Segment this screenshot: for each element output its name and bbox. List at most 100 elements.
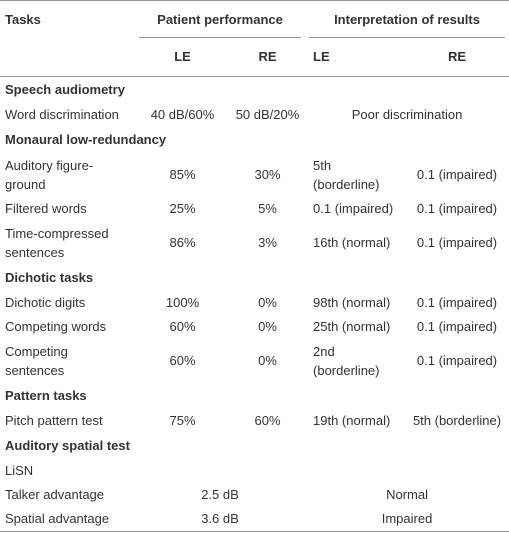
section-row: Speech audiometry [0,76,509,103]
patient-le-cell: 25% [135,197,230,221]
section-row: Pattern tasks [0,383,509,409]
patient-le: 86% [169,235,196,250]
data-row: Auditory figure-ground 85% 30% 5th (borderl… [0,153,509,197]
data-row: Word discrimination 40 dB/60% 50 dB/20% Poo… [0,103,509,127]
subheader-row: LE RE LE RE [0,38,509,76]
interp-le-cell: 19th (normal) [305,409,405,433]
interp-cell: Poor discrimination [305,103,509,127]
interp-re-cell: 5th (borderline) [405,409,509,433]
empty-cell [135,459,305,483]
data-row: Competing sentences 60% 0% 2nd (borderline)… [0,339,509,383]
patient-le: 60% [169,353,196,368]
empty-cell [305,459,509,483]
subheader: RE [258,49,277,65]
patient-cell: 2.5 dB [135,483,305,507]
interp-re-cell: 0.1 (impaired) [405,315,509,339]
data-row: Dichotic digits 100% 0% 98th (normal) 0.1 (i… [0,291,509,315]
task-cell: Competing sentences [0,339,135,383]
header-group: Interpretation of results [305,1,509,38]
patient-re: 5% [258,201,277,216]
task-cell: Time-compressed sentences [0,221,135,265]
header-row: Tasks Patient performance Interpretation… [0,1,509,38]
empty-cell [0,38,135,76]
task-name: Competing words [5,319,107,334]
interp-le: 16th (normal) [313,235,391,250]
task-name: Time-compressed sentences [5,225,109,260]
patient-re-cell: 5% [230,197,305,221]
patient-le: 75% [169,413,196,428]
interp-le-cell: 5th (borderline) [305,153,405,197]
section-title: Speech audiometry [5,82,125,97]
task-name: Filtered words [5,201,87,216]
patient-re-cell: 3% [230,221,305,265]
data-row: Competing words 60% 0% 25th (normal) 0.1 (im… [0,315,509,339]
interp-re-cell: 0.1 (impaired) [405,153,509,197]
interp-re: 0.1 (impaired) [416,353,498,368]
patient-re: 60% [254,413,281,428]
patient-le: 60% [169,319,196,334]
patient-le-cell: 60% [135,315,230,339]
interp-re: 0.1 (impaired) [416,295,498,310]
interp-le-cell: 2nd (borderline) [305,339,405,383]
task-name: LiSN [5,463,34,478]
section-title: Auditory spatial test [5,438,130,453]
patient-le-cell: 40 dB/60% [135,103,230,127]
data-row: Pitch pattern test 75% 60% 19th (normal) 5th… [0,409,509,433]
patient-re-cell: 0% [230,315,305,339]
interp-value: Normal [386,487,428,502]
task-name: Talker advantage [5,487,105,502]
task-name: Pitch pattern test [5,413,103,428]
task-cell: Spatial advantage [0,507,135,532]
patient-re-cell: 60% [230,409,305,433]
patient-re-cell: 0% [230,339,305,383]
interp-re: 0.1 (impaired) [416,235,498,250]
interp-value: Poor discrimination [351,107,463,122]
patient-le-cell: 100% [135,291,230,315]
task-name: Dichotic digits [5,295,86,310]
subheader: RE [447,49,467,65]
interp-cell: Impaired [305,507,509,532]
interp-le: 19th (normal) [313,413,391,428]
patient-le-cell: 75% [135,409,230,433]
task-cell: Word discrimination [0,103,135,127]
interp-re: 5th (borderline) [412,413,502,428]
patient-re: 50 dB/20% [235,107,300,122]
header-tasks: Tasks [5,12,41,27]
data-row: LiSN [0,459,509,483]
subheader: LE [174,49,191,65]
section-title: Dichotic tasks [5,270,94,285]
section-title: Monaural low-redundancy [5,132,167,147]
patient-re: 3% [258,235,277,250]
task-name: Competing sentences [5,343,68,378]
data-row: Time-compressed sentences 86% 3% 16th (norm… [0,221,509,265]
interp-re-cell: 0.1 (impaired) [405,221,509,265]
patient-cell: 3.6 dB [135,507,305,532]
section-title: Pattern tasks [5,388,87,403]
interp-re-cell: 0.1 (impaired) [405,291,509,315]
task-cell: Dichotic digits [0,291,135,315]
task-cell: Pitch pattern test [0,409,135,433]
task-cell: Auditory figure-ground [0,153,135,197]
interp-re-cell: 0.1 (impaired) [405,197,509,221]
interp-re: 0.1 (impaired) [416,201,498,216]
interp-re: 0.1 (impaired) [416,167,498,182]
header-patient: Patient performance [139,10,302,38]
interp-le-cell: 25th (normal) [305,315,405,339]
interp-le-cell: 16th (normal) [305,221,405,265]
task-cell: Competing words [0,315,135,339]
task-name: Auditory figure-ground [5,157,94,192]
patient-le-cell: 86% [135,221,230,265]
data-row: Spatial advantage 3.6 dB Impaired [0,507,509,532]
patient-re: 0% [258,319,277,334]
patient-value: 3.6 dB [201,511,239,526]
interp-re: 0.1 (impaired) [416,319,498,334]
subheader: LE [313,49,330,65]
patient-le-cell: 60% [135,339,230,383]
interp-le: 5th (borderline) [313,157,380,192]
task-name: Word discrimination [5,107,119,122]
task-cell: LiSN [0,459,135,483]
patient-le: 100% [165,295,200,310]
